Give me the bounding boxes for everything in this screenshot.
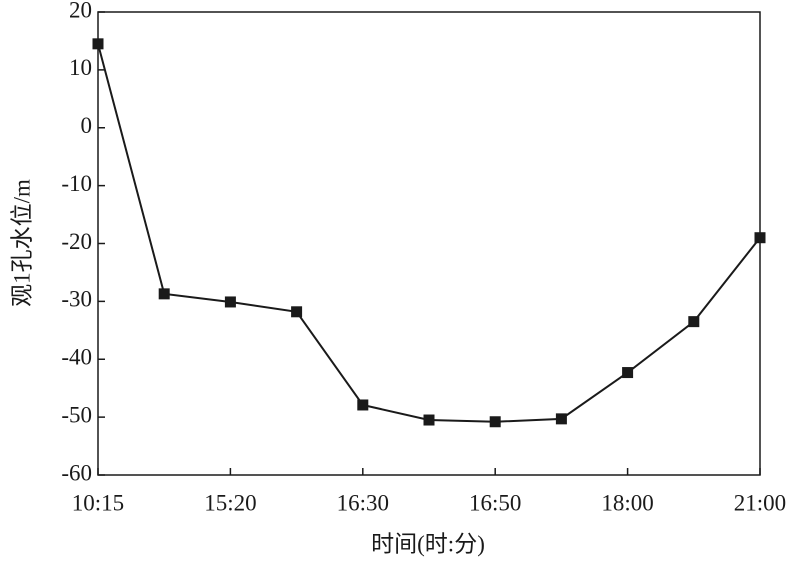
x-tick-label: 16:30	[337, 490, 389, 515]
data-point	[291, 306, 303, 318]
plot-frame	[97, 11, 761, 476]
y-tick-label: -40	[61, 345, 92, 370]
y-tick-label: -20	[61, 229, 92, 254]
data-point	[92, 38, 104, 50]
data-point	[423, 414, 435, 426]
data-point	[622, 367, 634, 379]
data-point	[555, 413, 567, 425]
y-tick-label: -10	[61, 171, 92, 196]
y-tick-label: -30	[61, 287, 92, 312]
y-tick-label: 0	[81, 113, 93, 138]
x-axis-label: 时间(时:分)	[371, 531, 485, 556]
y-tick-label: 20	[69, 0, 92, 22]
y-tick-label: -60	[61, 460, 92, 485]
x-tick-label: 15:20	[204, 490, 256, 515]
data-point	[754, 232, 766, 244]
x-tick-label: 10:15	[72, 490, 124, 515]
series-line	[97, 43, 761, 423]
data-point	[224, 296, 236, 308]
x-tick-label: 21:00	[734, 490, 786, 515]
x-tick-label: 16:50	[469, 490, 521, 515]
y-tick-label: 10	[69, 55, 92, 80]
data-point	[357, 399, 369, 411]
y-axis-label: 观1孔水位/m	[9, 179, 34, 307]
data-point	[688, 316, 700, 328]
x-tick-label: 18:00	[601, 490, 653, 515]
y-tick-label: -50	[61, 402, 92, 427]
data-point	[158, 288, 170, 300]
data-point	[489, 416, 501, 428]
